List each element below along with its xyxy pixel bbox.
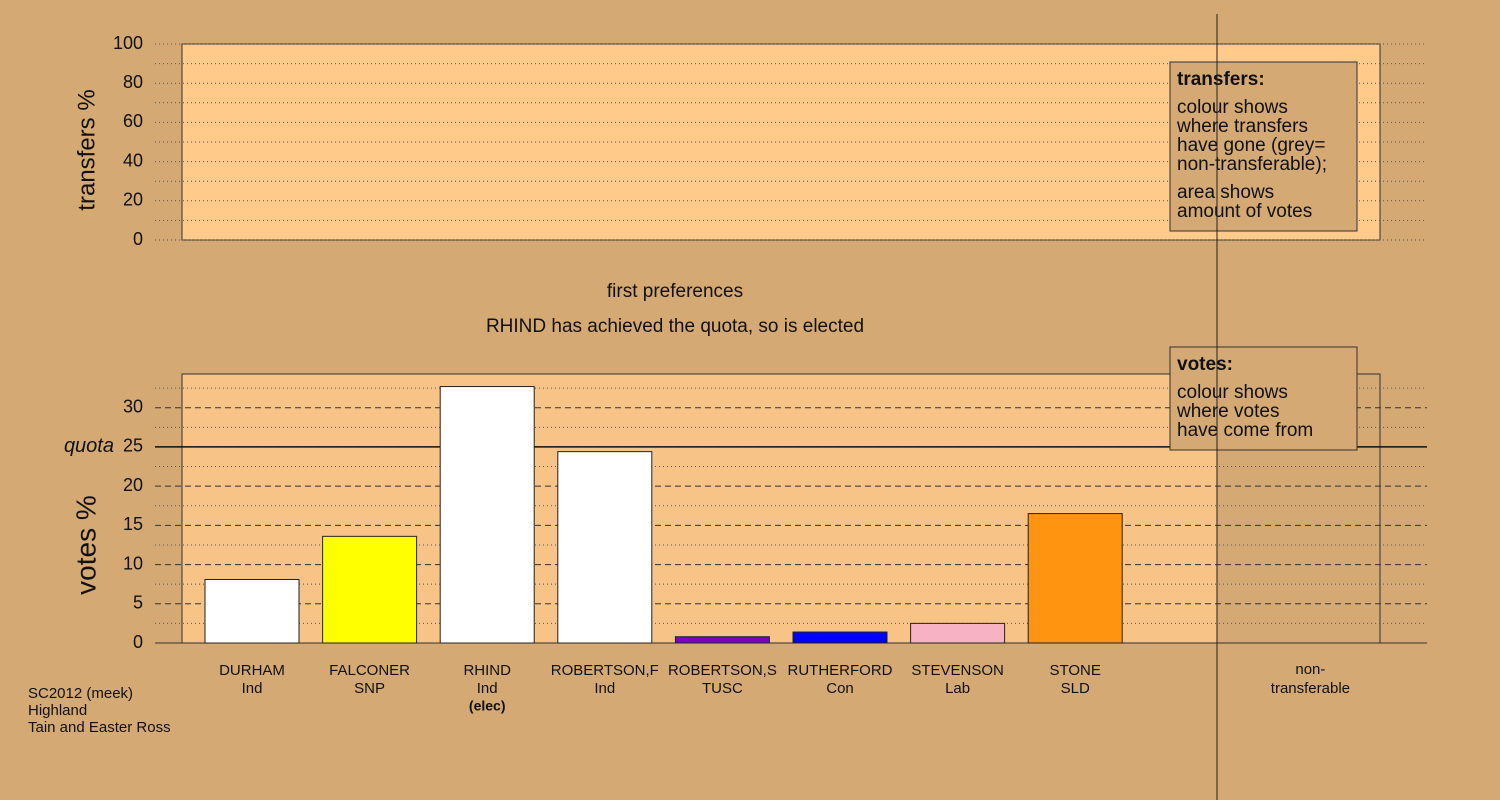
bar [557, 451, 653, 644]
x-tick-label: transferable [1271, 680, 1350, 697]
bar [674, 636, 770, 644]
bar [322, 535, 418, 644]
party-label: SLD [1061, 680, 1090, 697]
legend-text: where votes [1176, 401, 1279, 422]
note-label: (elec) [469, 698, 506, 714]
y-tick-label: 0 [133, 632, 143, 652]
party-label: Ind [242, 680, 263, 697]
legend-text: have gone (grey= [1177, 135, 1325, 156]
y-tick-label: 20 [123, 475, 143, 495]
bar [439, 386, 535, 644]
party-label: TUSC [702, 680, 743, 697]
legend-box [1169, 346, 1358, 451]
bar [1027, 513, 1123, 644]
chart-subtitle: RHIND has achieved the quota, so is elec… [486, 316, 864, 337]
x-tick-label: STEVENSON [911, 662, 1004, 679]
y-tick-label: 25 [123, 436, 143, 456]
party-label: SNP [354, 680, 385, 697]
x-tick-label: STONE [1049, 662, 1100, 679]
footer-text: Highland [28, 702, 87, 719]
footer-text: SC2012 (meek) [28, 685, 133, 702]
legend-text: non-transferable); [1177, 154, 1327, 175]
legend-text: amount of votes [1177, 201, 1312, 222]
y-axis-label: transfers % [73, 89, 100, 210]
y-tick-label: 30 [123, 396, 143, 416]
y-tick-label: 15 [123, 514, 143, 534]
x-tick-label: ROBERTSON,F [551, 662, 659, 679]
x-tick-label: DURHAM [219, 662, 285, 679]
party-label: Con [826, 680, 854, 697]
y-tick-label: 5 [133, 593, 143, 613]
x-tick-label: RUTHERFORD [788, 662, 893, 679]
legend-text: colour shows [1177, 97, 1288, 118]
party-label: Ind [594, 680, 615, 697]
y-tick-label: 0 [133, 229, 143, 249]
x-tick-label: non- [1295, 661, 1325, 678]
legend-title: votes: [1177, 354, 1233, 375]
y-tick-label: 20 [123, 190, 143, 210]
legend-text: colour shows [1177, 382, 1288, 403]
legend-text: area shows [1177, 182, 1274, 203]
x-tick-label: RHIND [463, 662, 511, 679]
legend-title: transfers: [1177, 69, 1265, 90]
legend-box [1169, 61, 1358, 232]
bar [204, 578, 300, 644]
party-label: Ind [477, 680, 498, 697]
y-tick-label: 60 [123, 111, 143, 131]
bar [792, 631, 888, 644]
y-tick-label: 80 [123, 72, 143, 92]
y-tick-label: 100 [113, 33, 143, 53]
bar [910, 622, 1006, 644]
quota-label: quota [64, 435, 114, 457]
legend-text: where transfers [1176, 116, 1308, 137]
footer-text: Tain and Easter Ross [28, 719, 171, 736]
party-label: Lab [945, 680, 970, 697]
y-axis-label: votes % [70, 495, 101, 595]
y-tick-label: 40 [123, 150, 143, 170]
chart-title: first preferences [607, 281, 743, 302]
legend-text: have come from [1177, 420, 1313, 441]
y-tick-label: 10 [123, 553, 143, 573]
x-tick-label: ROBERTSON,S [668, 662, 777, 679]
x-tick-label: FALCONER [329, 662, 410, 679]
